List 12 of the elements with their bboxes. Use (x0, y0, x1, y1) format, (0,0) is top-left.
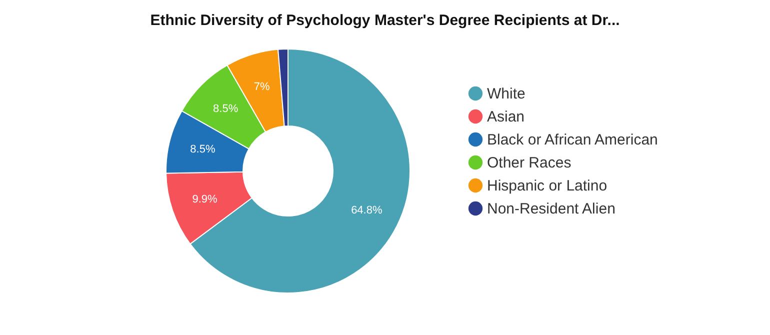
legend-label: Non-Resident Alien (487, 200, 616, 218)
data-label: 7% (254, 80, 270, 93)
data-label: 8.5% (190, 143, 216, 156)
data-label: 8.5% (213, 102, 238, 115)
legend-label: Black or African American (487, 132, 658, 148)
legend-label: White (487, 86, 526, 102)
legend-label: Asian (487, 108, 525, 126)
legend-label: Other Races (487, 154, 572, 172)
data-label: 9.9% (192, 194, 218, 206)
data-label: 64.8% (351, 204, 382, 216)
chart-title: Ethnic Diversity of Psychology Master's Degree Recipients at Dr... (150, 12, 620, 29)
legend-label: Hispanic or Latino (487, 178, 608, 194)
